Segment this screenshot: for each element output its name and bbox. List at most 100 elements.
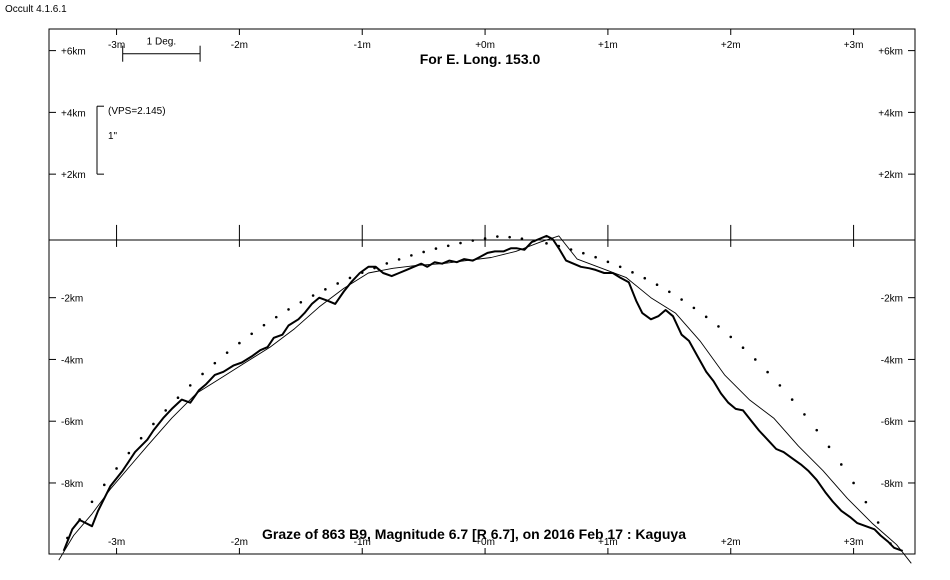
y-tick-label-left: +2km <box>61 170 86 181</box>
x-tick-label-bottom: +1m <box>598 537 618 548</box>
limb-dot <box>459 241 462 245</box>
vertical-scale-sublabel: 1" <box>108 131 118 142</box>
limb-dot <box>446 244 450 248</box>
limb-dot <box>311 294 315 297</box>
limb-dot <box>606 260 610 264</box>
limb-dot <box>545 242 548 245</box>
vertical-scale-label: (VPS=2.145) <box>108 106 166 117</box>
limb-dot <box>864 500 868 504</box>
x-tick-label-bottom: +3m <box>844 537 864 548</box>
y-tick-label-left: -8km <box>61 479 83 490</box>
limb-dot <box>631 271 634 274</box>
limb-dot <box>287 308 290 311</box>
app-title: Occult 4.1.6.1 <box>5 4 67 15</box>
limb-dot <box>422 250 425 254</box>
limb-dot <box>164 409 167 412</box>
limb-dot <box>188 384 192 387</box>
x-tick-label-top: +2m <box>721 40 741 51</box>
limb-dot <box>201 372 204 376</box>
limb-dot <box>434 247 438 250</box>
limb-dot <box>655 283 659 287</box>
limb-dot <box>827 445 831 449</box>
dotted-limb-series <box>66 235 892 545</box>
limb-dot <box>471 239 475 242</box>
y-tick-label-left: -4km <box>61 355 83 366</box>
y-tick-label-right: -4km <box>881 355 903 366</box>
limb-dot <box>839 463 843 466</box>
limb-dot <box>790 398 794 401</box>
limb-dot <box>668 290 671 294</box>
limb-dot <box>778 384 782 387</box>
limb-dot <box>102 483 106 487</box>
x-tick-label-top: +1m <box>598 40 618 51</box>
y-tick-label-left: +4km <box>61 108 86 119</box>
limb-dot <box>127 451 131 455</box>
limb-dot <box>274 315 278 319</box>
limb-dot <box>90 500 94 504</box>
y-tick-label-left: +6km <box>61 47 86 58</box>
x-tick-label-top: +0m <box>475 40 495 51</box>
x-tick-label-top: -2m <box>231 40 248 51</box>
limb-dot <box>815 428 819 432</box>
y-tick-label-right: -2km <box>881 294 903 305</box>
limb-dot <box>176 396 180 400</box>
limb-dot <box>680 298 683 301</box>
limb-dot <box>704 315 708 319</box>
limb-dot <box>348 276 352 280</box>
lunar-profile-bold <box>62 234 904 552</box>
limb-dot <box>741 346 745 350</box>
limb-dot <box>139 436 143 440</box>
y-tick-label-right: -6km <box>881 417 903 428</box>
y-tick-label-right: +4km <box>878 108 903 119</box>
limb-dot <box>717 325 720 328</box>
limb-dot <box>766 370 769 374</box>
scale-markers: 1 Deg. (VPS=2.145) 1" <box>96 37 201 175</box>
limb-dot <box>225 351 229 354</box>
limb-dot <box>582 251 585 255</box>
limb-dot <box>643 276 647 280</box>
limb-dot <box>115 467 118 470</box>
x-tick-label-top: -1m <box>354 40 371 51</box>
x-tick-label-bottom: +0m <box>475 537 495 548</box>
limb-dot <box>213 361 217 365</box>
limb-dot <box>385 262 389 265</box>
limb-dot <box>594 255 597 259</box>
limb-dot <box>508 235 511 239</box>
x-tick-label-bottom: -3m <box>108 537 125 548</box>
y-tick-label-left: -2km <box>61 294 83 305</box>
limb-dot <box>618 265 622 269</box>
axes: -3m -3m -2m -2m -1m -1m +0m +0m +1m +1m +2m +2m +3m +… <box>49 29 915 554</box>
limb-dot <box>876 521 880 524</box>
degree-scale-label: 1 Deg. <box>147 37 176 48</box>
limb-dot <box>754 358 757 361</box>
profile-lines <box>58 234 912 564</box>
lunar-profile-smoothed <box>58 235 912 564</box>
chart-footer: Graze of 863 B9, Magnitude 6.7 [R 6.7], … <box>262 526 686 542</box>
x-tick-label-bottom: -1m <box>354 537 371 548</box>
limb-dot <box>496 235 499 238</box>
limb-dot <box>324 288 327 291</box>
limb-dot <box>397 258 401 261</box>
chart-title: For E. Long. 153.0 <box>420 51 541 67</box>
plot-frame <box>48 28 916 555</box>
limb-dot <box>520 237 524 240</box>
x-tick-label-top: +3m <box>844 40 864 51</box>
x-tick-label-bottom: -2m <box>231 537 248 548</box>
limb-dot <box>299 301 303 304</box>
limb-dot <box>692 306 696 310</box>
limb-dot <box>803 413 806 416</box>
limb-dot <box>152 422 155 426</box>
x-tick-label-top: -3m <box>108 40 125 51</box>
x-tick-label-bottom: +2m <box>721 537 741 548</box>
limb-dot <box>852 481 855 485</box>
limb-dot <box>336 282 339 285</box>
y-tick-label-right: -8km <box>881 479 903 490</box>
y-tick-label-right: +2km <box>878 170 903 181</box>
y-tick-label-right: +6km <box>878 47 903 58</box>
limb-dot <box>238 341 241 345</box>
limb-dot <box>262 323 266 327</box>
limb-dot <box>250 332 253 336</box>
y-tick-label-left: -6km <box>61 417 83 428</box>
limb-dot <box>410 254 413 257</box>
